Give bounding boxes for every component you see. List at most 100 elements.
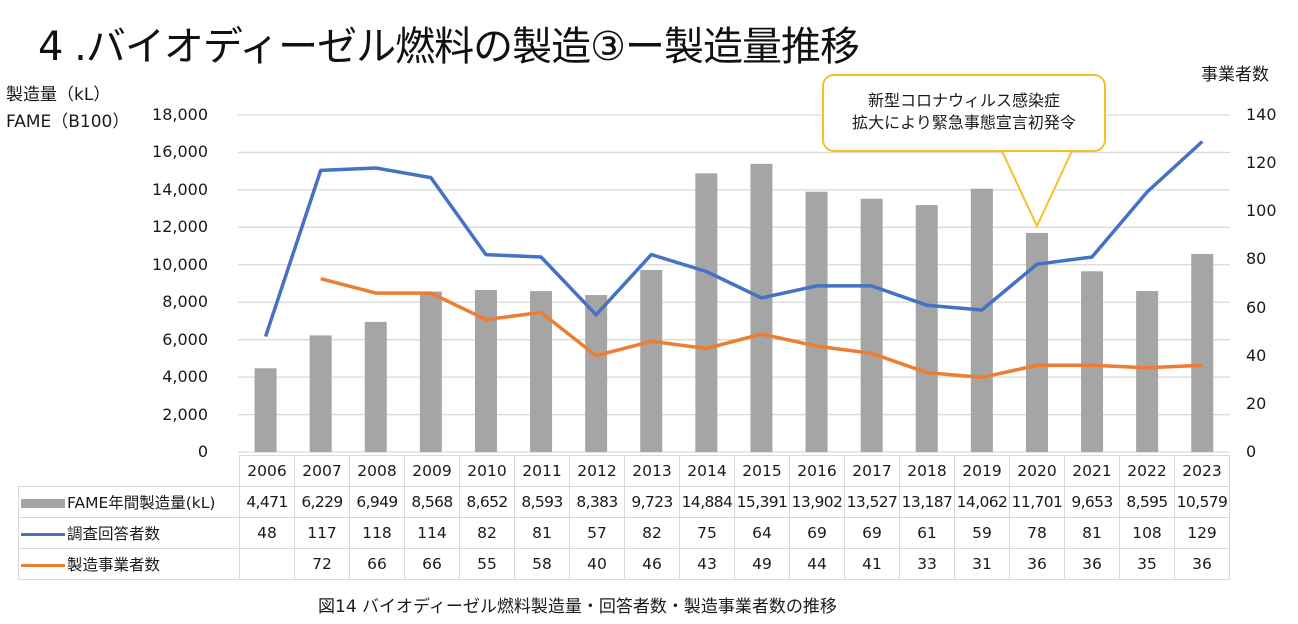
table-cell: 64 [734, 517, 790, 549]
right-axis-tick-label: 40 [1246, 345, 1267, 365]
left-axis-title-line1: 製造量（kL） [6, 85, 111, 105]
table-header-year: 2014 [679, 455, 735, 487]
left-axis-tick-label: 12,000 [152, 217, 208, 237]
callout-text-line1: 新型コロナウィルス感染症 [867, 91, 1060, 110]
table-corner [19, 456, 240, 487]
left-axis-tick-label: 18,000 [152, 105, 208, 124]
table-cell: 69 [789, 517, 845, 549]
table-cell: 14,884 [679, 486, 735, 518]
table-cell: 66 [404, 548, 460, 580]
table-cell: 72 [294, 548, 350, 580]
table-header-year: 2017 [844, 455, 900, 487]
left-axis-tick-label: 4,000 [162, 367, 208, 387]
table-header-year: 2016 [789, 455, 845, 487]
legend-key-orange-line [21, 564, 65, 567]
table-cell: 58 [514, 548, 570, 580]
table-cell: 8,595 [1119, 486, 1175, 518]
table-cell: 57 [569, 517, 625, 549]
table-cell: 46 [624, 548, 680, 580]
table-cell: 6,949 [349, 486, 405, 518]
table-cell: 9,653 [1064, 486, 1120, 518]
table-cell: 35 [1119, 548, 1175, 580]
table-header-year: 2023 [1174, 455, 1230, 487]
page-title: 4 .バイオディーゼル燃料の製造③ー製造量推移 [38, 24, 860, 70]
table-cell: 8,568 [404, 486, 460, 518]
line-series [263, 140, 1204, 380]
table-cell: 36 [1009, 548, 1065, 580]
right-axis-tick-label: 140 [1246, 105, 1277, 124]
table-header-year: 2020 [1009, 455, 1065, 487]
table-cell: 14,062 [954, 486, 1010, 518]
legend-key-blue-line [21, 533, 65, 536]
table-cell: 82 [459, 517, 515, 549]
bar-2022 [1136, 291, 1159, 452]
table-header-year: 2013 [624, 455, 680, 487]
bar-2010 [474, 290, 497, 452]
table-cell: 48 [239, 517, 295, 549]
bar-2020 [1025, 232, 1048, 452]
bar-2016 [805, 191, 828, 452]
table-cell: 33 [899, 548, 955, 580]
right-axis-tick-label: 60 [1246, 297, 1267, 317]
callout-tail-shape [1000, 150, 1074, 229]
table-header-year: 2021 [1064, 455, 1120, 487]
table-cell: 41 [844, 548, 900, 580]
callout-pointer [1000, 150, 1074, 229]
table-cell: 108 [1119, 517, 1175, 549]
table-cell: 9,723 [624, 486, 680, 518]
legend-cell-fame: FAME年間製造量(kL) [18, 486, 240, 518]
table-cell: 4,471 [239, 486, 295, 518]
table-header-year: 2012 [569, 455, 625, 487]
legend-label-manufacturers: 製造事業者数 [67, 556, 161, 574]
bar-2013 [640, 269, 663, 452]
table-row-respondents: 調査回答者数 48 117 118 114 82 81 57 82 75 64 69 69 61 59 78… [18, 517, 1230, 549]
table-cell: 8,383 [569, 486, 625, 518]
table-cell: 75 [679, 517, 735, 549]
table-cell: 81 [514, 517, 570, 549]
left-axis-title-line2: FAME（B100） [6, 112, 130, 132]
table-cell: 49 [734, 548, 790, 580]
legend-cell-manufacturers: 製造事業者数 [18, 548, 240, 580]
figure-caption: 図14 バイオディーゼル燃料製造量・回答者数・製造事業者数の推移 [318, 597, 837, 617]
bar-2011 [530, 291, 553, 452]
bar-2006 [254, 368, 277, 452]
right-axis-tick-label: 80 [1246, 249, 1267, 269]
table-cell: 6,229 [294, 486, 350, 518]
bar-2023 [1191, 253, 1214, 452]
left-axis-tick-label: 14,000 [152, 179, 208, 199]
bar-2019 [970, 188, 993, 453]
data-table: 2006 2007 2008 2009 2010 2011 2012 2013 2014 2015… [18, 455, 1230, 580]
bar-series-fame [254, 163, 1214, 453]
table-cell: 10,579 [1174, 486, 1230, 518]
table-header-year: 2010 [459, 455, 515, 487]
table-cell: 66 [349, 548, 405, 580]
left-axis-tick-label: 6,000 [162, 329, 208, 349]
right-axis-tick-label: 120 [1246, 153, 1277, 173]
right-axis-tick-label: 20 [1246, 393, 1267, 413]
table-header-year: 2007 [294, 455, 350, 487]
table-cell: 36 [1174, 548, 1230, 580]
table-header-year: 2011 [514, 455, 570, 487]
left-axis-tick-label: 2,000 [162, 404, 208, 424]
table-header-year: 2022 [1119, 455, 1175, 487]
bar-2021 [1081, 271, 1104, 452]
table-cell: 78 [1009, 517, 1065, 549]
table-cell: 13,187 [899, 486, 955, 518]
table-row-manufacturers: 製造事業者数 72 66 66 55 58 40 46 43 49 44 41 33 31 36 36 35 3… [18, 548, 1230, 580]
table-cell: 40 [569, 548, 625, 580]
left-axis-tick-label: 8,000 [162, 292, 208, 312]
bar-2018 [915, 205, 938, 452]
table-cell: 15,391 [734, 486, 790, 518]
left-axis-tick-label: 10,000 [152, 254, 208, 274]
table-cell: 129 [1174, 517, 1230, 549]
table-cell: 13,902 [789, 486, 845, 518]
bar-2015 [750, 163, 773, 452]
callout-text-line2: 拡大により緊急事態宣言初発令 [852, 113, 1076, 132]
table-header-row: 2006 2007 2008 2009 2010 2011 2012 2013 2014 2015… [19, 455, 1230, 487]
table-header-year: 2018 [899, 455, 955, 487]
table-cell: 11,701 [1009, 486, 1065, 518]
table-cell: 59 [954, 517, 1010, 549]
table-cell: 31 [954, 548, 1010, 580]
table-cell: 44 [789, 548, 845, 580]
